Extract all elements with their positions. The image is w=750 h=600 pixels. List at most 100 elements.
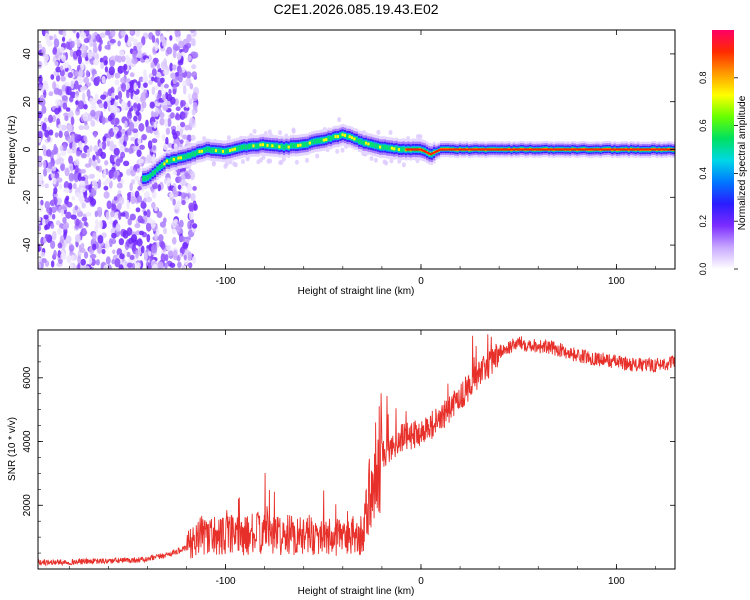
- noise-speckle: [171, 228, 176, 235]
- noise-speckle: [83, 124, 90, 130]
- noise-speckle: [166, 244, 172, 251]
- noise-speckle: [139, 144, 145, 150]
- noise-speckle: [78, 195, 84, 203]
- noise-speckle: [104, 160, 109, 166]
- noise-speckle: [113, 147, 120, 156]
- noise-speckle: [151, 112, 157, 117]
- noise-speckle: [46, 135, 51, 142]
- spectrogram-x-tick-label: 100: [608, 276, 625, 287]
- snr-y-ticks: 2000 4000 6000: [22, 329, 675, 570]
- ridge-cell: [362, 140, 366, 146]
- noise-speckle: [75, 150, 81, 157]
- noise-speckle: [65, 235, 72, 244]
- ridge-cell: [280, 143, 284, 149]
- noise-speckle: [133, 115, 138, 122]
- noise-speckle: [93, 132, 97, 138]
- ridge-cell: [339, 133, 342, 138]
- noise-speckle: [50, 206, 57, 214]
- ridge-cell: [292, 143, 295, 148]
- noise-speckle: [123, 134, 129, 142]
- ridge-cell: [252, 144, 256, 148]
- noise-speckle: [191, 64, 197, 70]
- noise-speckle: [38, 74, 43, 84]
- noise-speckle: [126, 262, 133, 268]
- noise-speckle: [64, 67, 69, 72]
- faint-speckle: [376, 129, 381, 135]
- ridge-cell: [334, 135, 338, 138]
- noise-speckle: [151, 34, 156, 43]
- noise-speckle: [68, 244, 75, 252]
- noise-speckle: [151, 201, 156, 209]
- noise-speckle: [146, 233, 151, 243]
- ridge-cell: [179, 156, 183, 160]
- noise-speckle: [87, 50, 93, 60]
- noise-speckle: [116, 55, 123, 63]
- noise-speckle: [172, 88, 177, 95]
- noise-speckle: [172, 236, 177, 245]
- noise-speckle: [101, 75, 106, 84]
- noise-speckle: [75, 192, 81, 198]
- ridge-cell: [322, 138, 326, 142]
- noise-speckle: [133, 82, 138, 92]
- faint-speckle: [185, 139, 190, 145]
- noise-speckle: [161, 133, 166, 142]
- ridge-cell: [299, 143, 302, 147]
- noise-speckle: [119, 253, 125, 260]
- ridge-cell: [301, 142, 305, 148]
- noise-speckle: [106, 96, 112, 102]
- noise-speckle: [111, 259, 115, 265]
- noise-speckle: [78, 125, 85, 131]
- noise-speckle: [77, 255, 82, 264]
- noise-speckle: [138, 122, 145, 132]
- noise-speckle: [178, 67, 183, 77]
- noise-speckle: [75, 49, 82, 57]
- noise-speckle: [143, 69, 147, 78]
- ridge-cell: [257, 143, 260, 149]
- snr-x-tick-label: 0: [418, 576, 424, 587]
- noise-speckle: [126, 110, 133, 120]
- noise-speckle: [140, 92, 147, 102]
- noise-speckle: [130, 136, 136, 142]
- ridge-cell: [329, 136, 333, 141]
- noise-speckle: [38, 179, 43, 188]
- snr-y-tick-label: 6000: [22, 366, 33, 389]
- noise-speckle: [120, 151, 126, 159]
- ridge-cell: [327, 135, 331, 141]
- noise-speckle: [172, 78, 177, 85]
- noise-speckle: [143, 251, 148, 261]
- noise-speckle: [70, 163, 74, 173]
- noise-speckle: [156, 63, 161, 70]
- noise-speckle: [183, 124, 190, 131]
- faint-speckle: [258, 157, 263, 163]
- noise-speckle: [173, 218, 179, 224]
- ridge-cell: [320, 138, 324, 143]
- noise-speckle: [80, 61, 85, 71]
- noise-speckle: [126, 251, 131, 258]
- noise-speckle: [120, 77, 126, 84]
- spectrogram-y-tick-label: 20: [22, 96, 33, 108]
- noise-speckle: [186, 183, 193, 192]
- noise-speckle: [97, 211, 102, 218]
- ridge-cell: [177, 156, 180, 160]
- noise-speckle: [124, 147, 129, 153]
- noise-speckle: [48, 91, 54, 97]
- noise-speckle: [177, 261, 182, 269]
- noise-speckle: [121, 106, 126, 111]
- noise-speckle: [135, 110, 140, 117]
- ridge-cell: [156, 166, 159, 172]
- noise-speckle: [38, 61, 43, 69]
- noise-speckle: [159, 240, 164, 248]
- noise-speckle: [95, 223, 99, 229]
- colorbar-label: Normalized spectral amplitude: [737, 95, 748, 230]
- faint-speckle: [294, 159, 299, 165]
- noise-speckle: [120, 212, 126, 217]
- noise-speckle: [182, 85, 187, 95]
- noise-speckle: [150, 61, 155, 69]
- noise-speckle: [80, 168, 86, 174]
- noise-speckle: [81, 216, 88, 222]
- noise-speckle: [44, 200, 51, 210]
- noise-speckle: [38, 215, 41, 225]
- ridge-cell: [168, 158, 171, 164]
- noise-speckle: [68, 155, 74, 165]
- noise-speckle: [131, 57, 138, 65]
